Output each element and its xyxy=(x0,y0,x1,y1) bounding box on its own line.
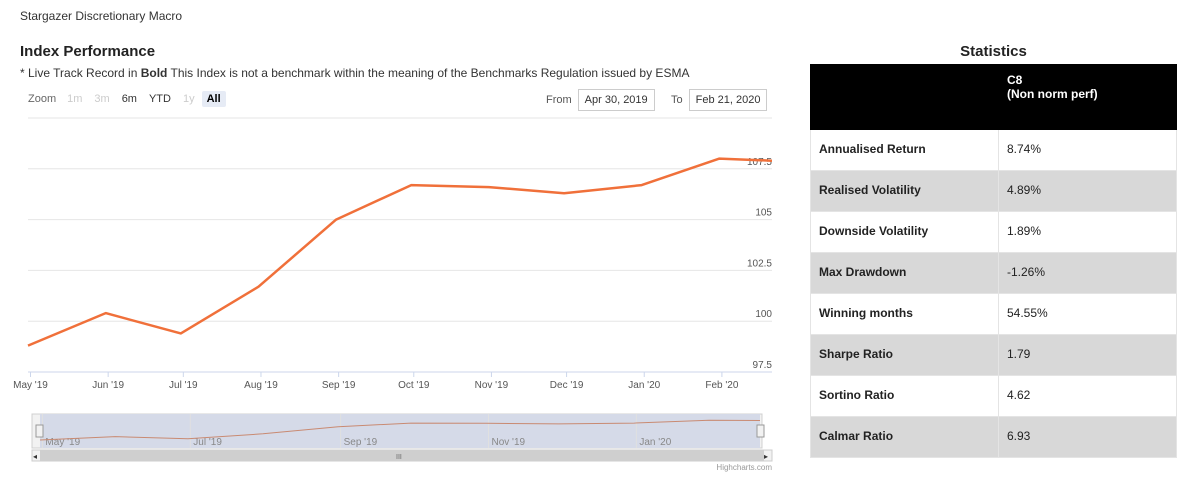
stat-label: Winning months xyxy=(810,293,999,335)
statistics-header-row: C8 (Non norm perf) xyxy=(810,64,1177,130)
statistics-table: C8 (Non norm perf) Annualised Return 8.74%… xyxy=(810,64,1177,458)
scroll-right-icon[interactable]: ▸ xyxy=(764,452,768,461)
stat-label: Downside Volatility xyxy=(810,211,999,253)
from-label: From xyxy=(546,94,572,106)
stat-value: 4.89% xyxy=(998,170,1177,212)
statistics-title: Statistics xyxy=(960,43,1027,60)
zoom-1y-button[interactable]: 1y xyxy=(182,93,195,105)
from-date-input[interactable]: Apr 30, 2019 xyxy=(577,89,655,111)
navigator-scrollbar-thumb[interactable] xyxy=(40,450,764,461)
y-tick-label: 105 xyxy=(755,208,772,219)
zoom-label: Zoom xyxy=(28,93,57,105)
navigator-series-line xyxy=(39,419,761,441)
stat-value: 1.79 xyxy=(998,334,1177,376)
stat-value: 4.62 xyxy=(998,375,1177,417)
x-tick-label: Oct '19 xyxy=(398,380,430,391)
page-title: Stargazer Discretionary Macro xyxy=(20,9,183,23)
index-performance-title: Index Performance xyxy=(20,43,156,60)
stat-label: Sharpe Ratio xyxy=(810,334,999,376)
stat-value: 8.74% xyxy=(998,129,1177,171)
series-line xyxy=(27,157,773,347)
note-bold: Bold xyxy=(140,66,168,80)
stat-label: Calmar Ratio xyxy=(810,416,999,458)
y-tick-label: 102.5 xyxy=(747,258,772,269)
navigator-selection[interactable] xyxy=(40,414,760,448)
stat-label: Realised Volatility xyxy=(810,170,999,212)
stat-value: 1.89% xyxy=(998,211,1177,253)
zoom-3m-button[interactable]: 3m xyxy=(94,93,110,105)
stat-value: 6.93 xyxy=(998,416,1177,458)
navigator-tick-label: May '19 xyxy=(45,437,80,448)
navigator-tick-label: Jan '20 xyxy=(639,437,671,448)
stat-label: Annualised Return xyxy=(810,129,999,171)
range-to: To Feb 21, 2020 xyxy=(671,89,768,111)
navigator-tick-label: Sep '19 xyxy=(344,437,378,448)
zoom-all-button[interactable]: All xyxy=(201,91,226,107)
x-tick-label: Dec '19 xyxy=(550,380,584,391)
statistics-header-c8: C8 (Non norm perf) xyxy=(998,64,1177,130)
disclaimer-note: * Live Track Record in Bold This Index i… xyxy=(20,66,689,80)
to-label: To xyxy=(671,94,683,106)
x-tick-label: Sep '19 xyxy=(322,380,356,391)
zoom-1m-button[interactable]: 1m xyxy=(67,93,83,105)
x-tick-label: Jul '19 xyxy=(169,380,198,391)
x-tick-label: May '19 xyxy=(13,380,48,391)
scrollbar-grip-icon[interactable]: III xyxy=(396,454,402,461)
zoom-bar: Zoom 1m 3m 6m YTD 1y All xyxy=(28,91,228,107)
scroll-left-icon[interactable]: ◂ xyxy=(33,452,37,461)
navigator-left-handle[interactable] xyxy=(35,424,44,438)
stat-label: Max Drawdown xyxy=(810,252,999,294)
range-from: From Apr 30, 2019 xyxy=(546,89,655,111)
x-tick-label: Jun '19 xyxy=(92,380,124,391)
stat-value: -1.26% xyxy=(998,252,1177,294)
note-suffix: This Index is not a benchmark within the… xyxy=(167,66,690,80)
x-tick-label: Jan '20 xyxy=(628,380,660,391)
table-row: Sharpe Ratio 1.79 xyxy=(810,334,1177,376)
column-subheader: (Non norm perf) xyxy=(1007,87,1098,101)
stat-label: Sortino Ratio xyxy=(810,375,999,417)
table-row: Annualised Return 8.74% xyxy=(810,129,1177,171)
x-tick-label: Aug '19 xyxy=(244,380,278,391)
performance-chart: 97.5 100 102.5 105 107.5 May '19 Jun '19 Jul '… xyxy=(13,117,773,472)
table-row: Winning months 54.55% xyxy=(810,293,1177,335)
table-row: Downside Volatility 1.89% xyxy=(810,211,1177,253)
table-row: Realised Volatility 4.89% xyxy=(810,170,1177,212)
navigator-tick-label: Nov '19 xyxy=(491,437,525,448)
stat-value: 54.55% xyxy=(998,293,1177,335)
table-row: Calmar Ratio 6.93 xyxy=(810,416,1177,458)
y-tick-label: 97.5 xyxy=(753,360,773,371)
table-row: Sortino Ratio 4.62 xyxy=(810,375,1177,417)
zoom-ytd-button[interactable]: YTD xyxy=(148,93,171,105)
y-tick-label: 107.5 xyxy=(747,157,772,168)
statistics-header-blank xyxy=(810,64,999,130)
x-tick-label: Nov '19 xyxy=(475,380,509,391)
y-tick-label: 100 xyxy=(755,309,772,320)
column-header: C8 xyxy=(1007,73,1023,87)
to-date-input[interactable]: Feb 21, 2020 xyxy=(688,89,768,111)
table-row: Max Drawdown -1.26% xyxy=(810,252,1177,294)
highcharts-credit[interactable]: Highcharts.com xyxy=(716,463,772,472)
navigator-right-handle[interactable] xyxy=(756,424,765,438)
note-prefix: * Live Track Record in xyxy=(20,66,141,80)
navigator-tick-label: Jul '19 xyxy=(193,437,222,448)
zoom-6m-button[interactable]: 6m xyxy=(121,93,137,105)
x-tick-label: Feb '20 xyxy=(705,380,738,391)
